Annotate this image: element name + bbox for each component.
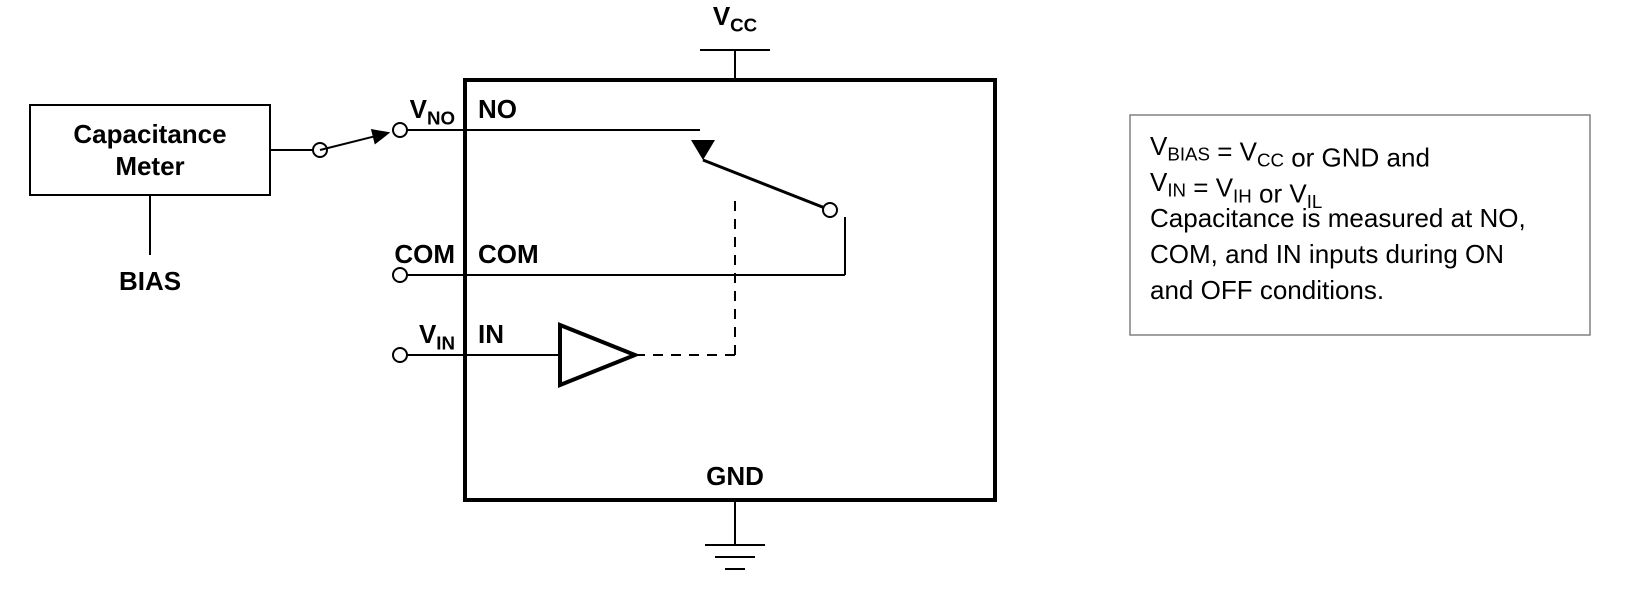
meter-arm xyxy=(320,136,377,150)
pin-com-inner-label: COM xyxy=(478,239,539,269)
chip-outline xyxy=(465,80,995,500)
gnd-label: GND xyxy=(706,461,764,491)
meter-arm-arrowhead-icon xyxy=(371,129,390,145)
capacitance-meter-label-2: Meter xyxy=(115,151,184,181)
pin-in-outer-label: VIN xyxy=(419,319,455,354)
bias-label: BIAS xyxy=(119,266,181,296)
pin-no-inner-label: NO xyxy=(478,94,517,124)
note-line-3: COM, and IN inputs during ON xyxy=(1150,239,1504,269)
pin-no-outer-label: VNO xyxy=(410,94,455,129)
vcc-label: VCC xyxy=(713,1,757,36)
pin-com-outer-label: COM xyxy=(394,239,455,269)
note-line-2: Capacitance is measured at NO, xyxy=(1150,203,1526,233)
note-line-4: and OFF conditions. xyxy=(1150,275,1384,305)
pin-in-inner-label: IN xyxy=(478,319,504,349)
capacitance-meter-label-1: Capacitance xyxy=(73,119,226,149)
